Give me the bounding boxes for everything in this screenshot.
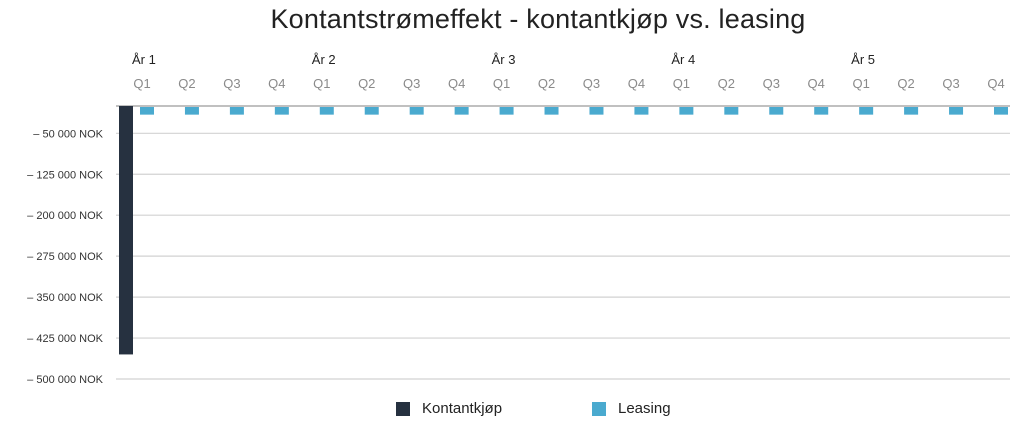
bar-leasing: [409, 107, 424, 115]
legend-item-leasing: Leasing: [592, 400, 671, 417]
y-tick-labels: – 50 000 NOK – 125 000 NOK – 200 000 NOK – …: [27, 128, 103, 386]
gridlines: [116, 105, 1010, 380]
quarter-label: Q3: [763, 76, 780, 91]
quarter-label: Q2: [178, 76, 195, 91]
quarter-label: Q4: [987, 76, 1004, 91]
y-tick-label: – 125 000 NOK: [27, 169, 103, 181]
y-tick-label: – 350 000 NOK: [27, 292, 103, 304]
bar-leasing: [679, 107, 694, 115]
legend-item-kontantkjop: Kontantkjøp: [396, 400, 502, 417]
quarter-label: Q1: [852, 76, 869, 91]
year-label: År 2: [312, 52, 336, 67]
bar-leasing: [814, 107, 829, 115]
quarter-label: Q4: [808, 76, 825, 91]
bar-leasing: [634, 107, 649, 115]
y-tick-label: – 200 000 NOK: [27, 210, 103, 222]
quarter-label: Q4: [268, 76, 285, 91]
quarter-label: Q1: [673, 76, 690, 91]
legend-swatch-kontantkjop: [396, 401, 410, 416]
bar-leasing: [499, 107, 514, 115]
year-label: År 5: [851, 52, 875, 67]
year-label: År 4: [671, 52, 695, 67]
y-tick-label: – 275 000 NOK: [27, 251, 103, 263]
chart-title: Kontantstrømeffekt - kontantkjøp vs. lea…: [270, 4, 806, 34]
quarter-label: Q3: [583, 76, 600, 91]
y-tick-label: – 425 000 NOK: [27, 333, 103, 345]
quarter-label: Q2: [897, 76, 914, 91]
bar-leasing: [544, 107, 559, 115]
quarter-label: Q1: [133, 76, 150, 91]
bar-leasing: [364, 107, 379, 115]
bar-leasing: [724, 107, 739, 115]
quarter-label: Q1: [493, 76, 510, 91]
bar-kontantkjop: [119, 106, 133, 355]
quarter-label: Q2: [538, 76, 555, 91]
bar-leasing: [454, 107, 469, 115]
y-tick-label: – 500 000 NOK: [27, 374, 103, 386]
quarter-labels: Q1 Q2 Q3 Q4 Q1 Q2 Q3 Q4 Q1 Q2 Q3 Q4 Q1 Q2 Q3 Q4 Q1 Q2 Q3 Q4: [133, 76, 1004, 91]
legend-label-leasing: Leasing: [618, 400, 671, 417]
bar-leasing: [769, 107, 784, 115]
quarter-label: Q4: [448, 76, 465, 91]
bar-leasing: [589, 107, 604, 115]
legend-label-kontantkjop: Kontantkjøp: [422, 400, 503, 417]
year-label: År 3: [492, 52, 516, 67]
quarter-label: Q2: [358, 76, 375, 91]
year-label: År 1: [132, 52, 156, 67]
bar-leasing: [184, 107, 199, 115]
bar-leasing: [859, 107, 874, 115]
quarter-label: Q2: [718, 76, 735, 91]
bar-leasing: [904, 107, 919, 115]
quarter-label: Q3: [403, 76, 420, 91]
quarter-label: Q1: [313, 76, 330, 91]
bar-leasing: [319, 107, 334, 115]
bars: [119, 106, 1008, 355]
bar-leasing: [229, 107, 244, 115]
year-labels: År 1 År 2 År 3 År 4 År 5: [132, 52, 875, 67]
bar-leasing: [140, 107, 154, 115]
legend-swatch-leasing: [592, 401, 606, 416]
y-tick-label: – 50 000 NOK: [33, 128, 103, 140]
quarter-label: Q3: [942, 76, 959, 91]
quarter-label: Q4: [628, 76, 645, 91]
bar-leasing: [994, 107, 1008, 115]
bar-leasing: [274, 107, 289, 115]
bar-leasing: [949, 107, 964, 115]
quarter-label: Q3: [223, 76, 240, 91]
